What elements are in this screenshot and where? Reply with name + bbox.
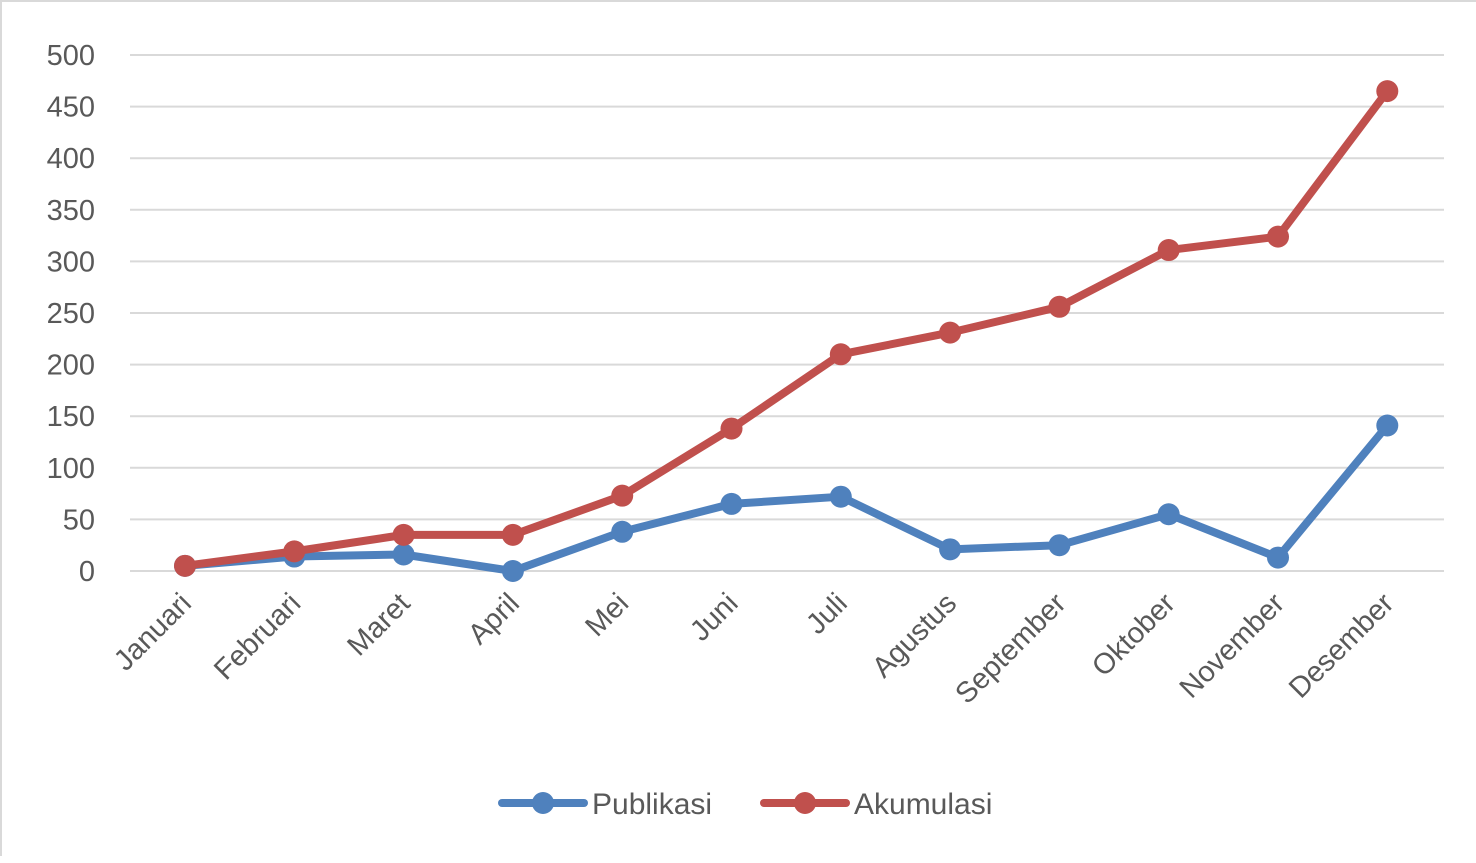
- x-tick-label: Mei: [579, 587, 635, 643]
- legend-label: Publikasi: [592, 788, 712, 821]
- data-point: [1267, 546, 1289, 569]
- y-tick-label: 450: [47, 92, 95, 124]
- data-point: [1048, 295, 1071, 318]
- data-point: [720, 492, 743, 515]
- data-point: [1157, 503, 1180, 526]
- series-akumulasi: [174, 80, 1399, 577]
- data-point: [1048, 534, 1071, 557]
- data-point: [829, 343, 852, 366]
- y-tick-label: 400: [47, 143, 95, 175]
- y-tick-label: 350: [47, 195, 95, 227]
- x-tick-label: November: [1174, 587, 1291, 704]
- legend-swatch-marker: [532, 792, 554, 814]
- legend-item-akumulasi: Akumulasi: [760, 788, 992, 821]
- x-tick-label: Maret: [341, 587, 416, 662]
- data-point: [939, 538, 962, 561]
- y-tick-label: 50: [63, 504, 95, 536]
- x-axis-ticks: Januari Februari Maret April Mei Juni Juli Agus…: [108, 587, 1400, 710]
- legend-swatch-marker: [794, 792, 816, 814]
- series-line: [181, 87, 1392, 570]
- y-tick-label: 250: [47, 298, 95, 330]
- y-tick-label: 100: [47, 453, 95, 485]
- legend-label: Akumulasi: [854, 788, 992, 821]
- x-tick-label: September: [949, 587, 1072, 710]
- data-point: [174, 554, 196, 577]
- series-lines: [174, 80, 1399, 582]
- y-tick-label: 200: [47, 350, 95, 382]
- data-point: [1157, 239, 1180, 262]
- x-tick-label: April: [462, 587, 526, 651]
- x-tick-label: Juni: [684, 587, 744, 647]
- data-point: [1376, 414, 1399, 437]
- data-point: [283, 540, 306, 563]
- data-point: [611, 484, 634, 507]
- data-point: [501, 560, 524, 582]
- x-tick-label: Februari: [208, 587, 307, 686]
- data-point: [720, 417, 743, 440]
- legend: Publikasi Akumulasi: [498, 788, 992, 821]
- data-point: [939, 321, 962, 344]
- x-tick-label: Oktober: [1086, 587, 1182, 683]
- x-tick-label: Juli: [800, 587, 853, 640]
- series-line: [181, 421, 1392, 575]
- y-tick-label: 300: [47, 246, 95, 278]
- y-axis-ticks: 0 50 100 150 200 250 300 350 400 450 500: [47, 40, 95, 588]
- x-tick-label: Agustus: [866, 587, 963, 684]
- data-point: [501, 523, 524, 546]
- x-tick-label: Desember: [1283, 587, 1400, 704]
- data-point: [1376, 80, 1399, 103]
- y-tick-label: 500: [47, 40, 95, 72]
- data-point: [829, 485, 852, 508]
- gridlines: [130, 54, 1444, 572]
- data-point: [392, 543, 415, 566]
- series-publikasi: [174, 414, 1399, 582]
- data-point: [611, 520, 634, 543]
- data-point: [1267, 225, 1289, 248]
- legend-item-publikasi: Publikasi: [498, 788, 712, 821]
- y-tick-label: 150: [47, 401, 95, 433]
- y-tick-label: 0: [79, 556, 95, 588]
- x-tick-label: Januari: [108, 587, 198, 677]
- data-point: [392, 523, 415, 546]
